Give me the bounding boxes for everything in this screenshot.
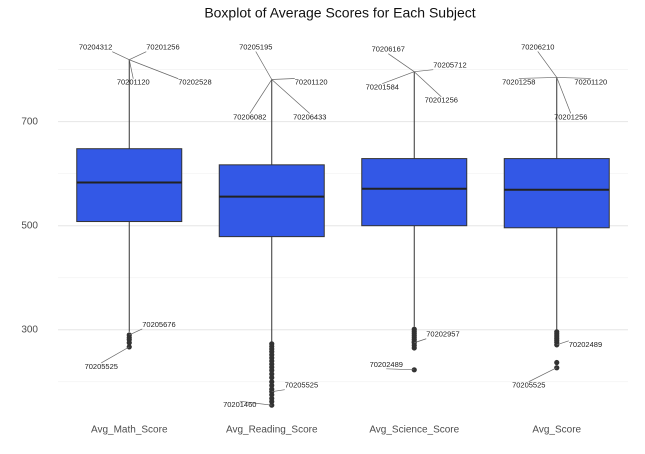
annotation-leader — [101, 346, 130, 364]
annotation-label: 70202528 — [178, 78, 211, 87]
outlier — [554, 359, 560, 366]
annotation-leader — [518, 77, 557, 79]
annotation-leader — [129, 51, 147, 61]
annotation-label: 70205676 — [142, 320, 175, 329]
annotation-label: 70202489 — [370, 360, 403, 369]
annotation-leader — [112, 51, 130, 61]
annotation-label: 70202957 — [426, 330, 459, 339]
annotation-leader — [386, 368, 415, 371]
outlier — [269, 371, 275, 377]
x-tick-label: Avg_Score — [532, 425, 581, 436]
annotation-label: 70205712 — [433, 61, 466, 70]
annotation-label: 70201460 — [223, 400, 256, 409]
x-tick-label: Avg_Reading_Score — [226, 425, 318, 436]
annotation-label: 70201256 — [554, 112, 587, 121]
annotation-label: 70205525 — [85, 362, 118, 371]
annotation-label: 70201258 — [502, 77, 535, 86]
outlier — [411, 345, 417, 351]
x-tick-label: Avg_Math_Score — [91, 425, 168, 436]
annotation-leader — [249, 79, 273, 114]
annotation-leader — [556, 77, 591, 79]
annotation-leader — [129, 59, 179, 80]
chart-title: Boxplot of Average Scores for Each Subje… — [204, 5, 475, 21]
annotation-leader — [414, 71, 442, 97]
annotation-label: 70205525 — [512, 381, 545, 390]
annotation-label: 70206210 — [521, 42, 554, 51]
outlier — [269, 379, 275, 385]
annotation-leader — [382, 71, 415, 85]
annotation-leader — [414, 338, 427, 344]
annotation-leader — [271, 78, 295, 80]
annotation-leader — [537, 51, 558, 78]
annotation-label: 70206082 — [233, 112, 266, 121]
outlier — [269, 375, 275, 381]
annotation-leader — [128, 59, 134, 79]
outlier — [269, 382, 275, 389]
annotation-label: 70201120 — [295, 77, 328, 86]
annotation-leader — [255, 51, 273, 80]
annotation-leader — [414, 69, 434, 73]
outlier — [269, 392, 275, 398]
outlier — [126, 340, 132, 346]
annotation-leader — [239, 400, 272, 406]
annotation-label: 70201256 — [146, 43, 179, 52]
box — [76, 148, 183, 223]
annotation-label: 70205195 — [239, 42, 272, 51]
annotation-label: 70204312 — [79, 43, 112, 52]
annotation-label: 70201584 — [366, 83, 399, 92]
annotation-leader — [556, 340, 569, 346]
annotation-label: 70205525 — [285, 381, 318, 390]
annotation-leader — [388, 53, 415, 72]
box — [361, 158, 468, 227]
box — [503, 158, 610, 229]
annotation-leader — [528, 367, 557, 383]
annotation-label: 70201120 — [117, 78, 150, 87]
y-tick-label: 500 — [21, 220, 38, 231]
annotation-leader — [556, 77, 572, 114]
box — [218, 164, 325, 238]
annotation-leader — [271, 79, 310, 114]
y-tick-label: 700 — [21, 116, 38, 127]
outlier — [269, 367, 275, 373]
x-tick-label: Avg_Science_Score — [369, 425, 459, 436]
annotation-label: 70206167 — [372, 45, 405, 54]
annotation-leader — [271, 389, 285, 393]
annotation-leader — [129, 328, 143, 336]
annotation-label: 70206433 — [293, 112, 326, 121]
y-tick-label: 300 — [21, 324, 38, 335]
annotation-label: 70201256 — [425, 96, 458, 105]
outlier — [269, 398, 275, 405]
annotation-label: 70202489 — [569, 340, 602, 349]
annotation-label: 70201120 — [574, 77, 607, 86]
